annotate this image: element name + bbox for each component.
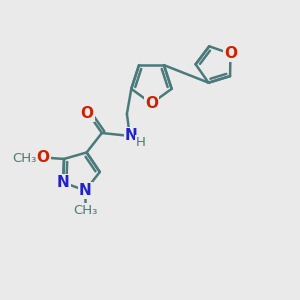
Text: N: N <box>57 175 70 190</box>
Text: O: O <box>145 96 158 111</box>
Text: CH₃: CH₃ <box>12 152 37 165</box>
Text: N: N <box>125 128 138 143</box>
Text: O: O <box>224 46 237 61</box>
Text: O: O <box>81 106 94 121</box>
Text: O: O <box>36 150 49 165</box>
Text: CH₃: CH₃ <box>73 204 98 217</box>
Text: H: H <box>136 136 146 149</box>
Text: N: N <box>79 183 92 198</box>
